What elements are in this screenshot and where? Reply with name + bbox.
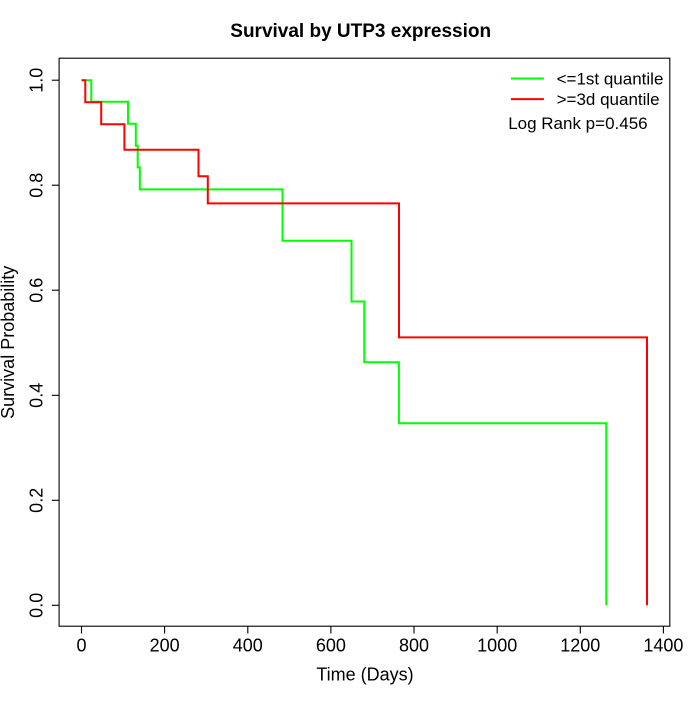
svg-text:Survival Probability: Survival Probability bbox=[0, 266, 18, 419]
svg-text:<=1st quantile: <=1st quantile bbox=[557, 70, 664, 89]
svg-text:200: 200 bbox=[150, 636, 180, 656]
svg-text:1000: 1000 bbox=[477, 636, 517, 656]
svg-text:Time (Days): Time (Days) bbox=[316, 664, 413, 684]
svg-text:0.8: 0.8 bbox=[26, 173, 46, 198]
svg-text:>=3d quantile: >=3d quantile bbox=[557, 90, 660, 109]
svg-text:Log Rank p=0.456: Log Rank p=0.456 bbox=[508, 114, 647, 133]
svg-text:1400: 1400 bbox=[643, 636, 683, 656]
svg-text:0.2: 0.2 bbox=[26, 488, 46, 513]
svg-text:400: 400 bbox=[233, 636, 263, 656]
svg-text:0: 0 bbox=[76, 636, 86, 656]
svg-text:0.0: 0.0 bbox=[26, 593, 46, 618]
svg-text:1200: 1200 bbox=[560, 636, 600, 656]
svg-text:Survival by UTP3 expression: Survival by UTP3 expression bbox=[230, 21, 491, 42]
svg-text:0.6: 0.6 bbox=[26, 278, 46, 303]
svg-text:600: 600 bbox=[316, 636, 346, 656]
svg-text:800: 800 bbox=[399, 636, 429, 656]
svg-text:1.0: 1.0 bbox=[26, 68, 46, 93]
svg-text:0.4: 0.4 bbox=[26, 383, 46, 408]
